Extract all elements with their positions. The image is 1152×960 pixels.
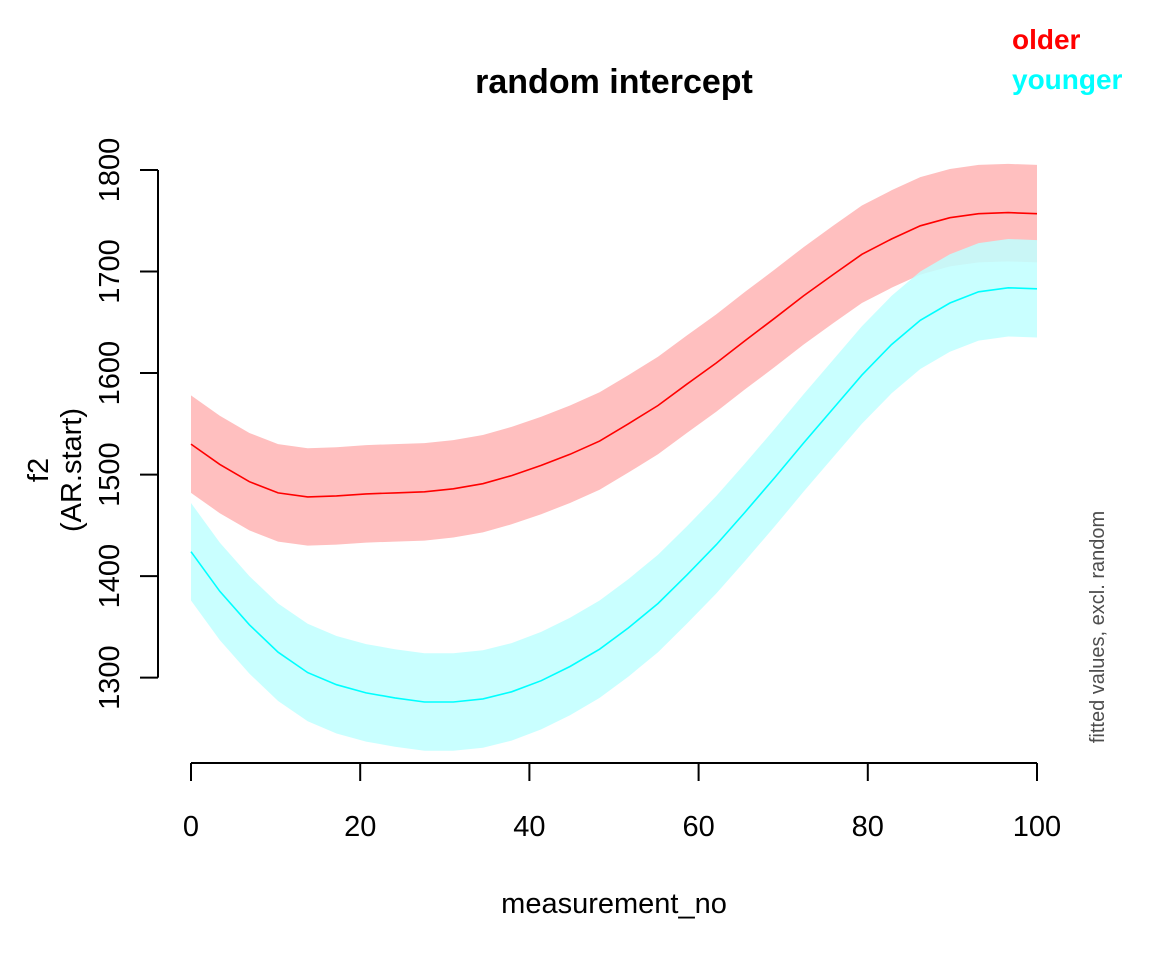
x-tick-label-60: 60	[682, 811, 714, 843]
x-tick-label-80: 80	[852, 811, 884, 843]
axes: 1300 1400 1500 1600 1700 1800 0 20 40 60 80 100	[94, 138, 1061, 843]
chart-title: random intercept	[475, 63, 753, 101]
y-tick-label-1800: 1800	[94, 138, 126, 203]
series-lines	[190, 211, 1038, 703]
confidence-bands	[191, 163, 1037, 751]
x-tick-label-0: 0	[183, 811, 199, 843]
x-axis-label: measurement_no	[501, 888, 727, 920]
y-tick-label-1300: 1300	[94, 645, 126, 710]
y-tick-label-1700: 1700	[94, 239, 126, 304]
series-line-older	[190, 211, 1038, 498]
y-tick-label-1400: 1400	[94, 544, 126, 609]
y-axis-label-line2: (AR.start)	[56, 408, 88, 532]
x-tick-label-40: 40	[513, 811, 545, 843]
ci-band-younger	[191, 239, 1037, 751]
legend-younger: younger	[1012, 64, 1123, 95]
series-line-younger	[190, 286, 1038, 703]
fitted-values-note: fitted values, excl. random	[1087, 511, 1109, 743]
x-tick-label-20: 20	[344, 811, 376, 843]
y-tick-label-1500: 1500	[94, 442, 126, 507]
x-tick-label-100: 100	[1013, 811, 1061, 843]
legend-older: older	[1012, 24, 1081, 55]
ci-band-older	[191, 163, 1037, 546]
y-axis-label-line1: f2	[23, 458, 55, 482]
y-tick-label-1600: 1600	[94, 341, 126, 406]
